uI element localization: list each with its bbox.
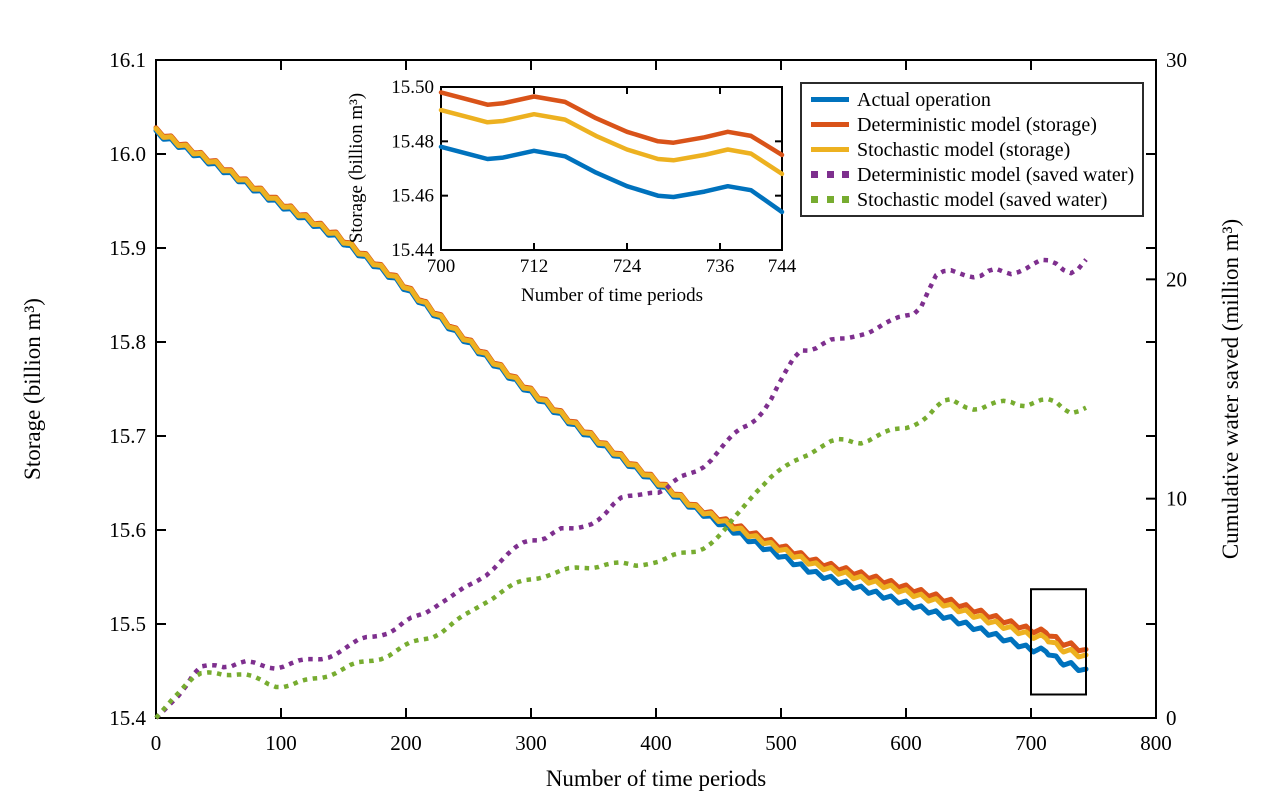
svg-text:15.46: 15.46 <box>391 186 434 207</box>
legend-dotted-swatch <box>811 171 849 178</box>
svg-text:16.1: 16.1 <box>109 48 146 72</box>
legend-item: Stochastic model (storage) <box>802 140 1142 160</box>
svg-text:0: 0 <box>1166 706 1177 730</box>
svg-text:300: 300 <box>515 731 547 755</box>
svg-text:15.9: 15.9 <box>109 236 146 260</box>
svg-text:30: 30 <box>1166 48 1187 72</box>
legend: Actual operation Deterministic model (sto… <box>800 82 1144 217</box>
svg-text:744: 744 <box>768 256 797 277</box>
svg-text:500: 500 <box>765 731 797 755</box>
legend-label: Stochastic model (storage) <box>857 138 1071 161</box>
inset-x-axis-label: Number of time periods <box>520 285 704 306</box>
svg-text:400: 400 <box>640 731 672 755</box>
svg-text:20: 20 <box>1166 267 1187 291</box>
svg-text:15.5: 15.5 <box>109 612 146 636</box>
svg-text:15.44: 15.44 <box>391 240 434 261</box>
x-axis-label: Number of time periods <box>545 766 767 791</box>
y-axis-label-left: Storage (billion m³) <box>20 298 45 480</box>
legend-label: Deterministic model (saved water) <box>857 163 1135 186</box>
svg-text:15.7: 15.7 <box>109 424 146 448</box>
svg-text:712: 712 <box>520 256 549 277</box>
svg-text:15.8: 15.8 <box>109 330 146 354</box>
legend-line-swatch <box>811 97 849 102</box>
svg-text:200: 200 <box>390 731 422 755</box>
svg-text:100: 100 <box>265 731 297 755</box>
svg-text:800: 800 <box>1140 731 1172 755</box>
svg-text:600: 600 <box>890 731 922 755</box>
svg-text:16.0: 16.0 <box>109 142 146 166</box>
inset-y-axis-label: Storage (billion m³) <box>346 92 367 244</box>
legend-item: Deterministic model (storage) <box>802 115 1142 135</box>
svg-text:700: 700 <box>427 256 456 277</box>
legend-item: Actual operation <box>802 90 1142 110</box>
y-axis-label-right: Cumulative water saved (million m³) <box>1218 218 1243 560</box>
svg-text:15.6: 15.6 <box>109 518 146 542</box>
svg-text:724: 724 <box>613 256 642 277</box>
legend-label: Actual operation <box>857 88 991 111</box>
legend-line-swatch <box>811 147 849 152</box>
legend-item: Stochastic model (saved water) <box>802 190 1142 210</box>
legend-item: Deterministic model (saved water) <box>802 165 1142 185</box>
svg-text:15.48: 15.48 <box>391 131 434 152</box>
svg-text:0: 0 <box>151 731 162 755</box>
legend-label: Deterministic model (storage) <box>857 113 1097 136</box>
legend-line-swatch <box>811 122 849 127</box>
svg-text:700: 700 <box>1015 731 1047 755</box>
svg-text:736: 736 <box>706 256 735 277</box>
svg-text:15.50: 15.50 <box>391 77 434 98</box>
svg-text:10: 10 <box>1166 487 1187 511</box>
legend-label: Stochastic model (saved water) <box>857 188 1108 211</box>
legend-dotted-swatch <box>811 196 849 203</box>
svg-text:15.4: 15.4 <box>109 706 146 730</box>
